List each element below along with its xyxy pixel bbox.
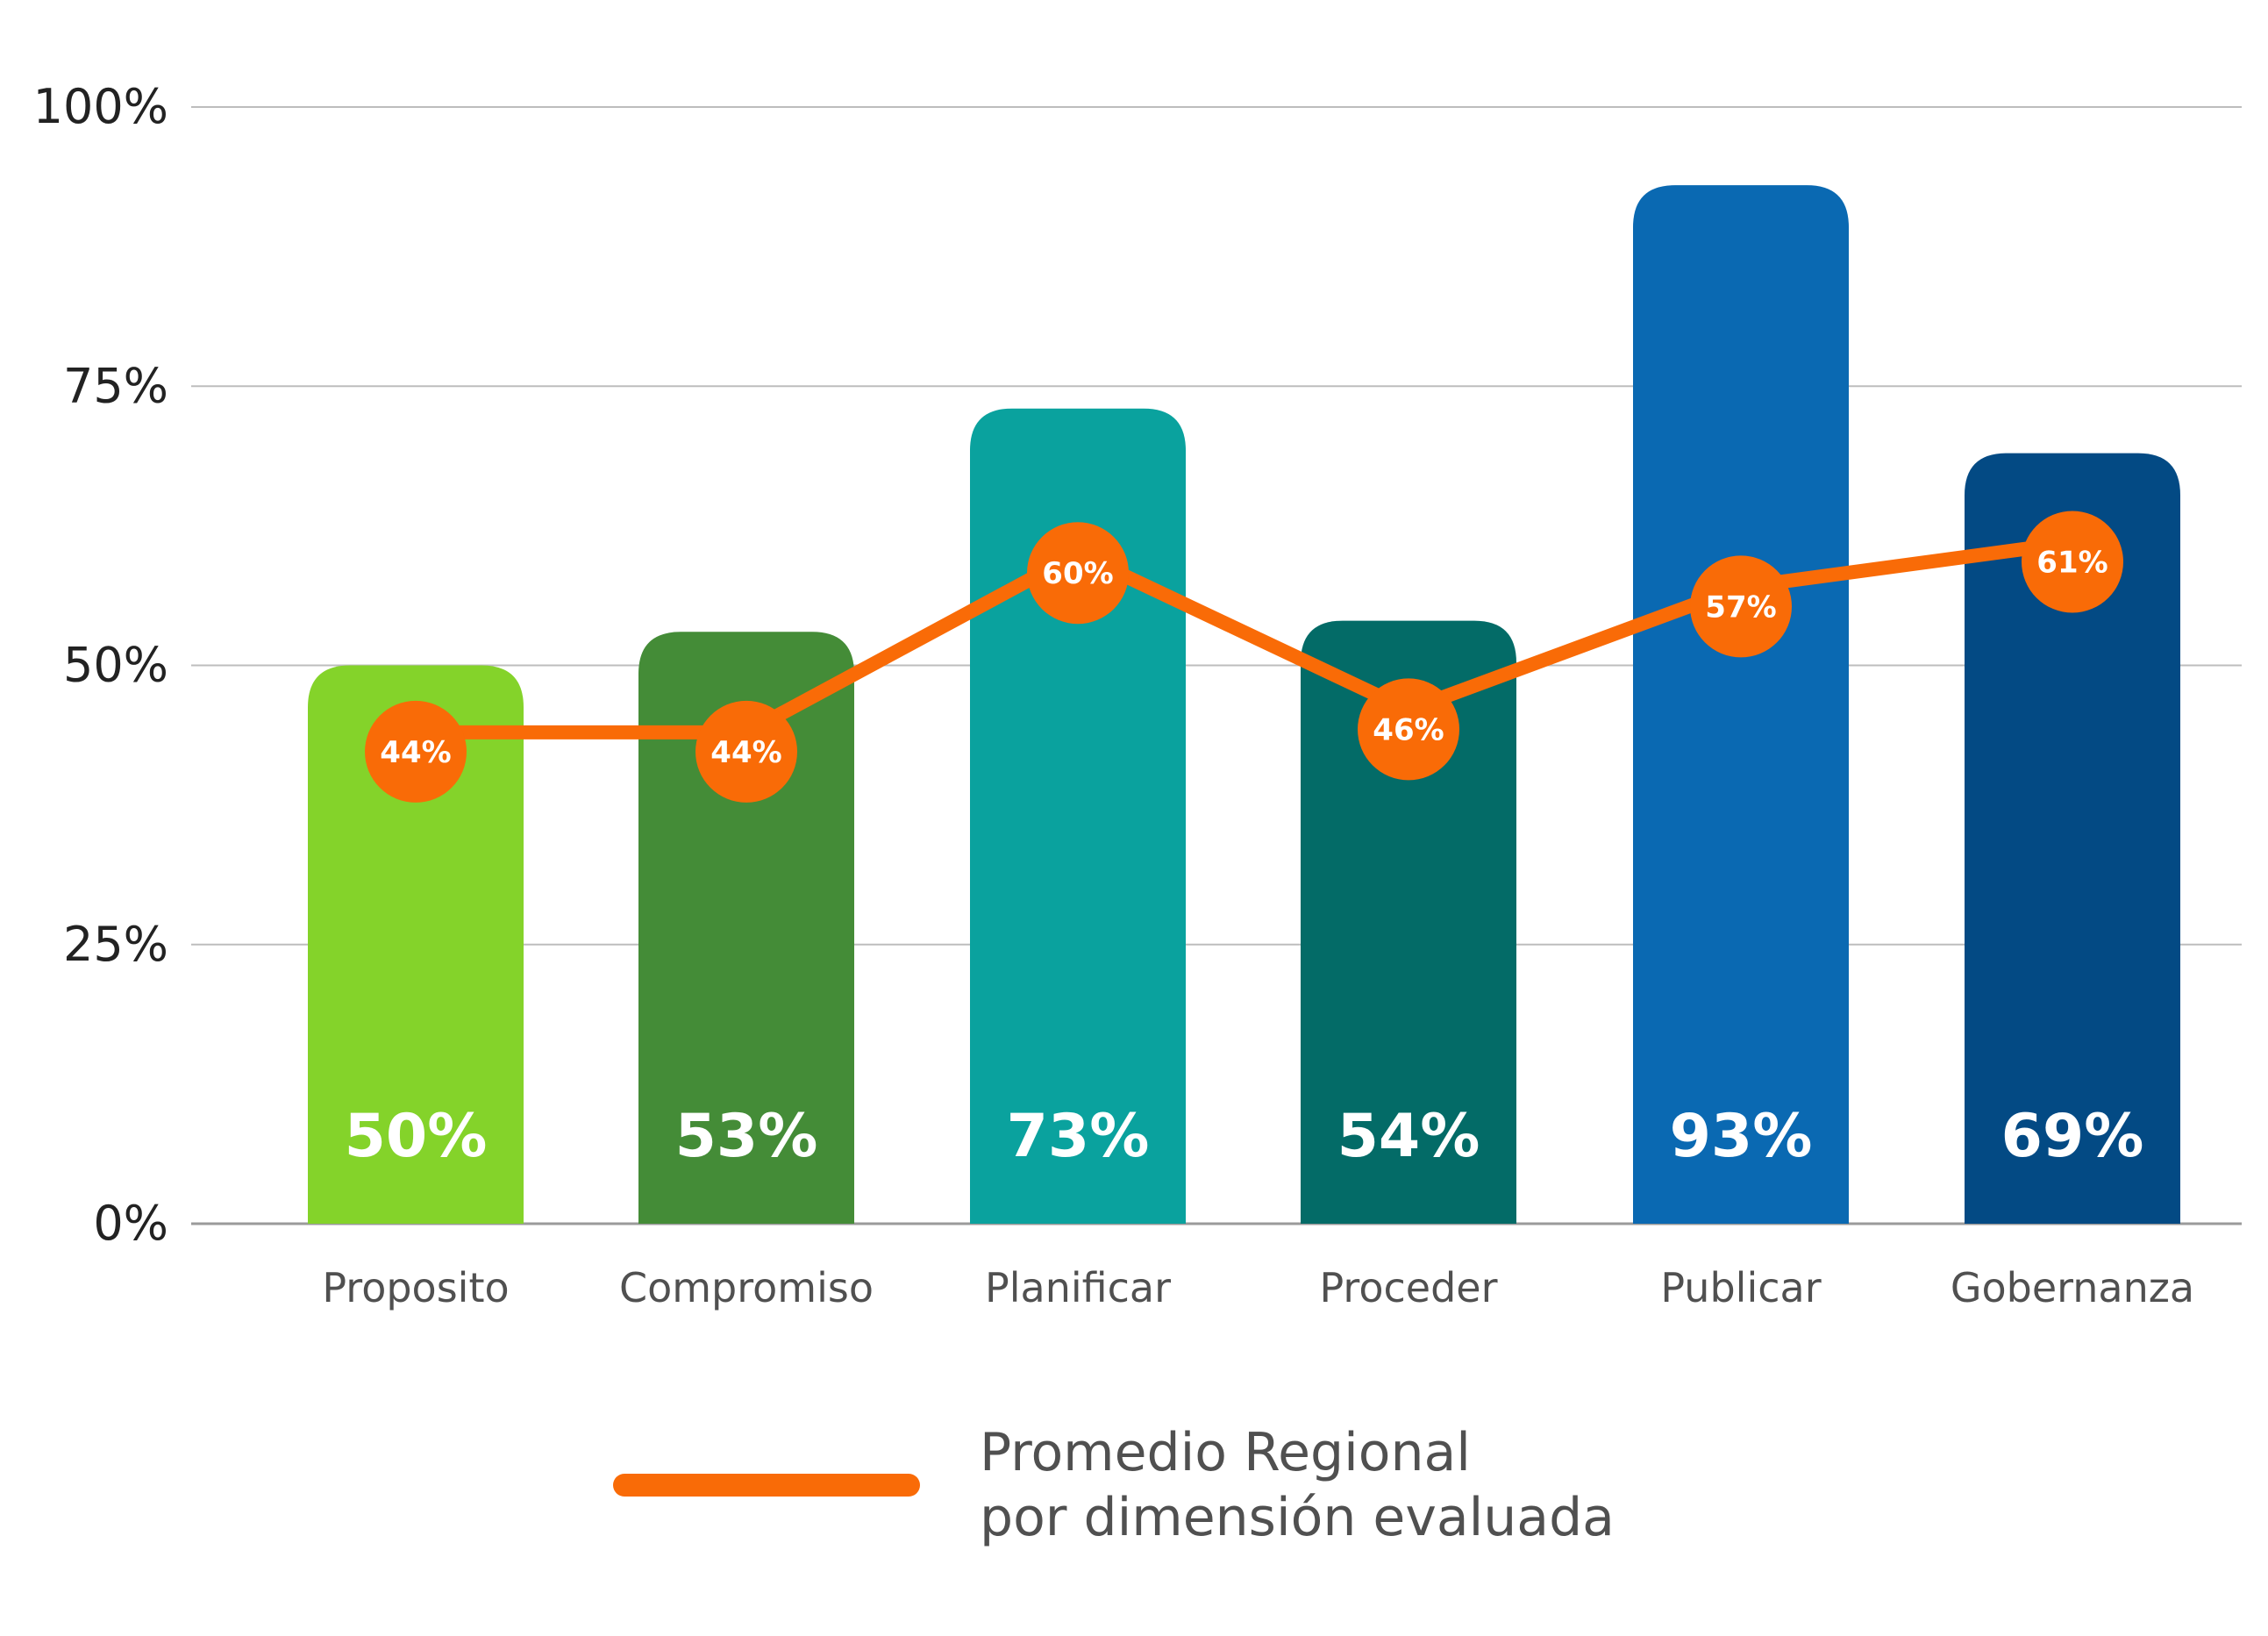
line-point xyxy=(1027,522,1129,625)
legend-label: Promedio Regional xyxy=(980,1422,1471,1483)
bar xyxy=(308,665,524,1224)
x-tick-label: Gobernanza xyxy=(1951,1264,2194,1311)
line-point-label: 60% xyxy=(1042,556,1113,591)
line-point xyxy=(365,700,467,803)
line-point-label: 44% xyxy=(710,735,781,770)
bar xyxy=(1633,185,1849,1225)
line-point-label: 44% xyxy=(380,735,451,770)
line-point-label: 46% xyxy=(1373,712,1444,747)
line-point xyxy=(1690,555,1792,658)
y-tick-label: 100% xyxy=(33,79,168,134)
bar xyxy=(970,408,1186,1225)
bar-value-label: 54% xyxy=(1337,1102,1480,1171)
bar-value-label: 53% xyxy=(675,1102,818,1171)
line-point xyxy=(695,700,797,803)
bar-value-label: 73% xyxy=(1007,1102,1150,1171)
x-tick-label: Proposito xyxy=(322,1264,509,1311)
bar xyxy=(1965,453,2180,1224)
bar-value-label: 50% xyxy=(345,1102,488,1171)
y-tick-label: 25% xyxy=(63,917,168,972)
x-tick-label: Compromiso xyxy=(619,1264,874,1311)
line-point xyxy=(1358,678,1459,781)
line-point xyxy=(2022,511,2123,613)
x-tick-label: Publicar xyxy=(1660,1264,1821,1311)
y-tick-label: 75% xyxy=(63,358,168,413)
y-tick-label: 0% xyxy=(93,1196,168,1251)
legend-label: por dimensión evaluada xyxy=(980,1487,1615,1548)
bar-value-label: 93% xyxy=(1670,1102,1813,1171)
bar xyxy=(1301,620,1516,1224)
y-tick-label: 50% xyxy=(63,638,168,693)
line-point-label: 61% xyxy=(2036,545,2108,580)
x-tick-label: Proceder xyxy=(1320,1264,1498,1311)
x-tick-label: Planificar xyxy=(985,1264,1171,1311)
series-line xyxy=(409,535,2079,739)
line-point-label: 57% xyxy=(1705,589,1776,625)
bar xyxy=(638,632,854,1224)
bar-value-label: 69% xyxy=(2001,1102,2144,1171)
